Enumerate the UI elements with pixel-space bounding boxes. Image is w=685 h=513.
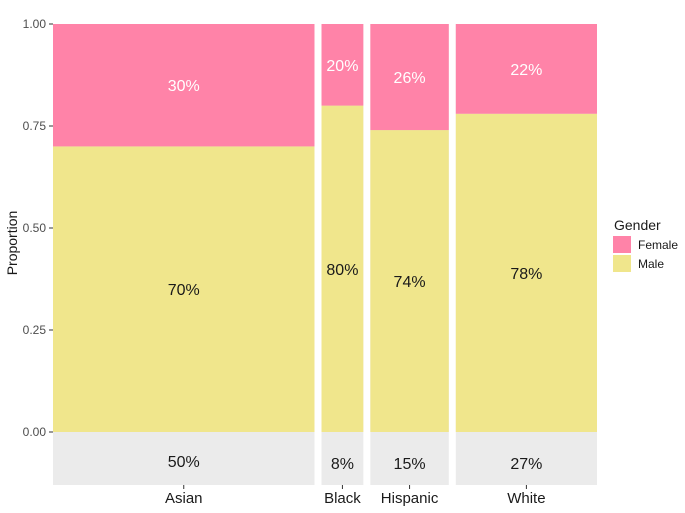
y-tick-label: 0.50 bbox=[23, 221, 47, 235]
share-label-asian: 50% bbox=[168, 454, 200, 471]
panel-hispanic: 26% 74% 15% bbox=[370, 24, 449, 485]
legend-key-female bbox=[613, 236, 631, 253]
bar-male-white bbox=[455, 113, 597, 432]
label-male-white: 78% bbox=[510, 266, 542, 283]
share-label-white: 27% bbox=[510, 456, 542, 473]
bar-male-asian bbox=[53, 146, 315, 432]
bar-female-black bbox=[321, 24, 364, 106]
label-female-black: 20% bbox=[326, 58, 358, 75]
y-tick-label: 0.75 bbox=[23, 119, 47, 133]
panel-white: 22% 78% 27% bbox=[455, 24, 597, 485]
label-female-white: 22% bbox=[510, 62, 542, 79]
x-axis: Asian Black Hispanic White bbox=[165, 485, 546, 507]
y-tick-label: 1.00 bbox=[23, 17, 47, 31]
bar-female-hispanic bbox=[370, 24, 449, 131]
y-axis: 0.00 0.25 0.50 0.75 1.00 bbox=[23, 17, 53, 439]
share-label-black: 8% bbox=[331, 456, 354, 473]
legend-key-male bbox=[613, 255, 631, 272]
y-tick-label: 0.25 bbox=[23, 323, 47, 337]
label-male-asian: 70% bbox=[168, 282, 200, 299]
y-tick-label: 0.00 bbox=[23, 425, 47, 439]
share-label-hispanic: 15% bbox=[394, 456, 426, 473]
bar-male-hispanic bbox=[370, 130, 449, 432]
x-tick-label-hispanic: Hispanic bbox=[381, 490, 439, 507]
x-tick-label-asian: Asian bbox=[165, 490, 203, 507]
y-axis-title: Proportion bbox=[4, 211, 20, 276]
legend-label-male: Male bbox=[638, 257, 664, 271]
x-tick-label-black: Black bbox=[324, 490, 361, 507]
x-tick-label-white: White bbox=[507, 490, 545, 507]
legend-title: Gender bbox=[614, 217, 661, 233]
legend-label-female: Female bbox=[638, 238, 678, 252]
label-male-hispanic: 74% bbox=[394, 274, 426, 291]
bar-female-asian bbox=[53, 24, 315, 147]
label-female-asian: 30% bbox=[168, 78, 200, 95]
label-male-black: 80% bbox=[326, 262, 358, 279]
chart-panels: 30% 70% 50% 20% 80% 8% 26% 74% 15% 22% 78% 27% bbox=[53, 24, 597, 485]
bar-female-white bbox=[455, 24, 597, 114]
label-female-hispanic: 26% bbox=[394, 70, 426, 87]
legend: Gender Female Male bbox=[613, 217, 678, 272]
panel-asian: 30% 70% 50% bbox=[53, 24, 315, 485]
bar-male-black bbox=[321, 105, 364, 432]
panel-black: 20% 80% 8% bbox=[321, 24, 364, 485]
